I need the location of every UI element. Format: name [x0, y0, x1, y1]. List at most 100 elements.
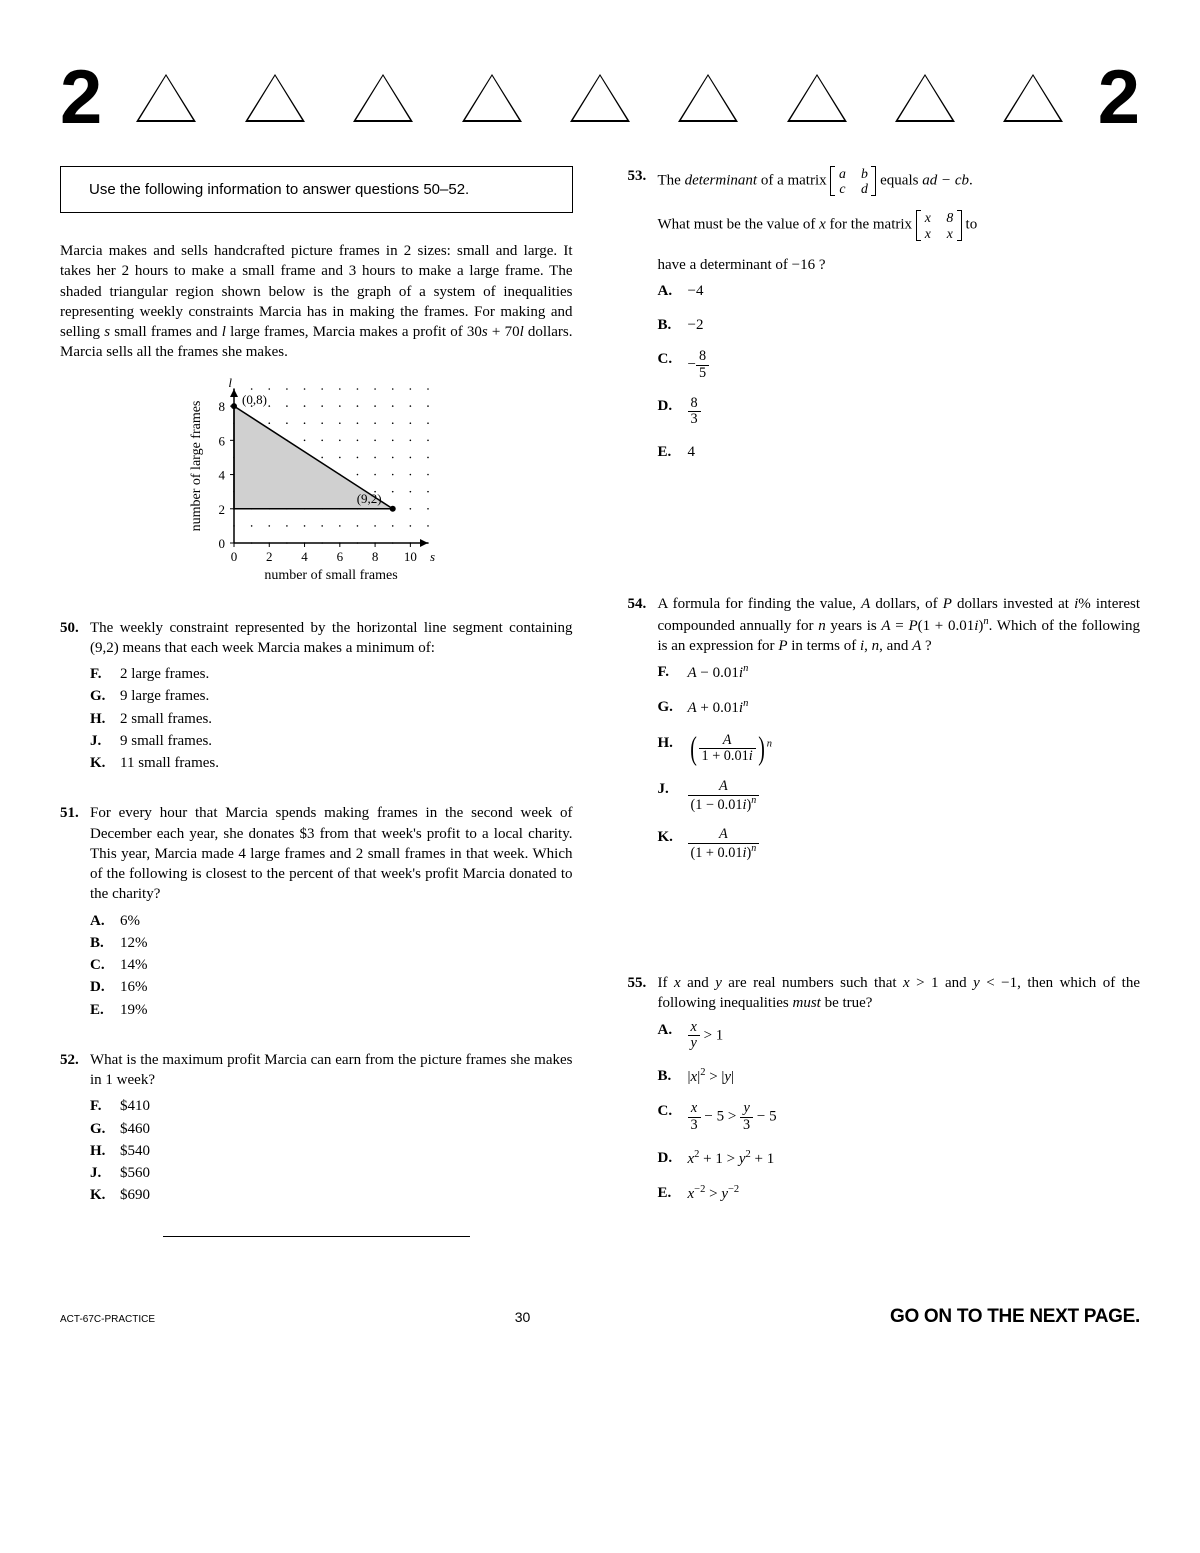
svg-text:6: 6 [337, 549, 344, 564]
choice-label: K. [658, 827, 688, 861]
choice-text: A(1 − 0.01i)n [688, 779, 1141, 813]
choice-label: B. [658, 1066, 688, 1087]
choice: C.x3 − 5 > y3 − 5 [658, 1101, 1141, 1133]
choices: A.6%B.12%C.14%D.16%E.19% [90, 911, 573, 1020]
setup-text: Marcia makes and sells handcrafted pictu… [60, 241, 573, 363]
choice: H.$540 [90, 1141, 573, 1161]
choice-text: 83 [688, 396, 1141, 428]
svg-text:s: s [430, 549, 435, 564]
choices: F.2 large frames.G.9 large frames.H.2 sm… [90, 664, 573, 773]
svg-text:number of small frames: number of small frames [265, 568, 398, 583]
choice: G.9 large frames. [90, 686, 573, 706]
choice-text: 14% [120, 955, 573, 975]
choice-label: A. [90, 911, 120, 931]
choice-label: D. [658, 1148, 688, 1169]
choice-text: 16% [120, 977, 573, 997]
svg-text:4: 4 [219, 467, 226, 482]
choice-label: J. [658, 779, 688, 813]
choices: A.xy > 1B.|x|2 > |y|C.x3 − 5 > y3 − 5D.x… [658, 1020, 1141, 1204]
choice-text: x−2 > y−2 [688, 1183, 1141, 1204]
choice-text: −2 [688, 315, 1141, 335]
choice-text: 9 large frames. [120, 686, 573, 706]
choice: H.(A1 + 0.01i)n [658, 733, 1141, 765]
svg-text:10: 10 [404, 549, 417, 564]
choice-text: A − 0.01in [688, 662, 1141, 683]
choice: A.6% [90, 911, 573, 931]
footer-right: GO ON TO THE NEXT PAGE. [890, 1306, 1140, 1328]
choice-text: 2 large frames. [120, 664, 573, 684]
svg-text:l: l [229, 375, 233, 390]
choice-label: D. [90, 977, 120, 997]
choice: J.A(1 − 0.01i)n [658, 779, 1141, 813]
choice-label: F. [90, 664, 120, 684]
choice: D.83 [658, 396, 1141, 428]
choice-label: D. [658, 396, 688, 428]
section-number-left: 2 [60, 60, 102, 136]
choice-label: G. [658, 697, 688, 718]
choice: F.$410 [90, 1096, 573, 1116]
triangle-icon [787, 74, 847, 122]
choice-text: (A1 + 0.01i)n [688, 733, 1141, 765]
right-column: 53. The determinant of a matrix abcd equ… [628, 166, 1141, 1246]
svg-text:0: 0 [231, 549, 238, 564]
choice-text: 19% [120, 1000, 573, 1020]
choice-label: G. [90, 1119, 120, 1139]
question-text: If x and y are real numbers such that x … [658, 975, 1140, 1011]
choice: D.16% [90, 977, 573, 997]
choice-label: H. [658, 733, 688, 765]
triangle-icon [353, 74, 413, 122]
choice-label: A. [658, 281, 688, 301]
choice-text: x3 − 5 > y3 − 5 [688, 1101, 1141, 1133]
choice-label: F. [658, 662, 688, 683]
choice: A.xy > 1 [658, 1020, 1141, 1052]
choice-text: |x|2 > |y| [688, 1066, 1141, 1087]
choice-label: K. [90, 1185, 120, 1205]
choice: B.−2 [658, 315, 1141, 335]
choice-label: H. [90, 1141, 120, 1161]
choice-label: C. [658, 1101, 688, 1133]
choice-text: $540 [120, 1141, 573, 1161]
choices: F.A − 0.01inG.A + 0.01inH.(A1 + 0.01i)nJ… [658, 662, 1141, 861]
page-number: 30 [515, 1309, 531, 1325]
choice: B.|x|2 > |y| [658, 1066, 1141, 1087]
choice: J.$560 [90, 1163, 573, 1183]
choice-text: $690 [120, 1185, 573, 1205]
choices: F.$410 G.$460H.$540J.$560K.$690 [90, 1096, 573, 1205]
svg-text:(9,2): (9,2) [357, 490, 382, 505]
choice: F.2 large frames. [90, 664, 573, 684]
choice-label: K. [90, 753, 120, 773]
choice-text: A + 0.01in [688, 697, 1141, 718]
choice: E.x−2 > y−2 [658, 1183, 1141, 1204]
choice-label: G. [90, 686, 120, 706]
choice: E.19% [90, 1000, 573, 1020]
svg-text:8: 8 [372, 549, 379, 564]
choice-label: E. [658, 1183, 688, 1204]
question-number: 52. [60, 1050, 90, 1208]
footer-left: ACT-67C-PRACTICE [60, 1314, 155, 1325]
choice-label: J. [90, 1163, 120, 1183]
question-text: What is the maximum profit Marcia can ea… [90, 1052, 573, 1088]
question-number: 55. [628, 973, 658, 1218]
choice: C.−85 [658, 349, 1141, 381]
question-52: 52. What is the maximum profit Marcia ca… [60, 1050, 573, 1208]
triangle-icon [570, 74, 630, 122]
triangle-icon [136, 74, 196, 122]
triangle-row [102, 74, 1097, 122]
choice: J.9 small frames. [90, 731, 573, 751]
section-number-right: 2 [1098, 60, 1140, 136]
page-footer: ACT-67C-PRACTICE 30 GO ON TO THE NEXT PA… [60, 1306, 1140, 1328]
choice-text: $410 [120, 1096, 573, 1116]
end-rule [163, 1236, 471, 1237]
question-number: 50. [60, 618, 90, 776]
svg-text:number of large frames: number of large frames [189, 400, 204, 531]
svg-text:6: 6 [219, 433, 226, 448]
svg-text:8: 8 [219, 399, 226, 414]
choice-text: 12% [120, 933, 573, 953]
triangle-icon [1003, 74, 1063, 122]
section-header: 2 2 [60, 60, 1140, 136]
choice-label: H. [90, 709, 120, 729]
choice-text: −85 [688, 349, 1141, 381]
info-box: Use the following information to answer … [60, 166, 573, 213]
choice: G.$460 [90, 1119, 573, 1139]
choice-text: $460 [120, 1119, 573, 1139]
